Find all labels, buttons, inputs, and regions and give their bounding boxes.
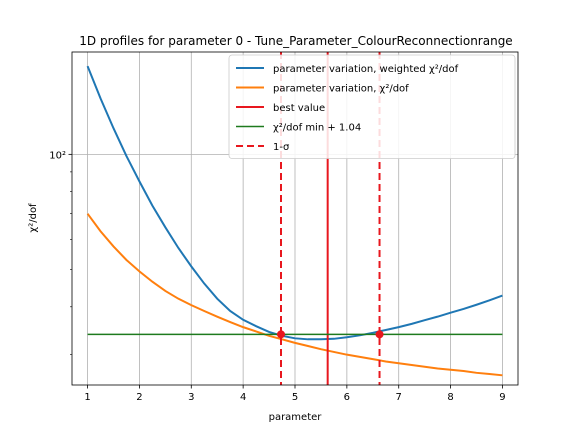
legend: parameter variation, weighted χ²/dof para… — [228, 54, 516, 159]
chart-title: 1D profiles for parameter 0 - Tune_Param… — [79, 34, 512, 48]
legend-label: χ²/dof min + 1.04 — [273, 123, 361, 134]
series-line — [86, 213, 503, 377]
x-tick-label: 2 — [136, 392, 142, 403]
x-tick-label: 8 — [447, 392, 453, 403]
x-tick-label: 6 — [344, 392, 350, 403]
sigma-marker — [276, 330, 285, 339]
plot-series — [86, 52, 503, 385]
series-line — [86, 65, 503, 341]
legend-label: parameter variation, weighted χ²/dof — [273, 64, 459, 75]
y-axis-label: χ²/dof — [28, 203, 39, 233]
legend-label: best value — [273, 103, 325, 114]
x-tick-label: 1 — [84, 392, 90, 403]
sigma-marker — [375, 330, 384, 339]
y-tick-label: 10² — [49, 150, 66, 161]
x-tick-label: 4 — [240, 392, 246, 403]
legend-label: parameter variation, χ²/dof — [273, 84, 409, 95]
legend-label: 1-σ — [273, 142, 290, 153]
legend-box — [228, 54, 516, 159]
axes: 1 2 3 4 5 6 7 8 9 10² — [49, 150, 505, 403]
x-tick-label: 7 — [396, 392, 402, 403]
plot-area — [86, 52, 503, 385]
x-axis-label: parameter — [269, 412, 323, 423]
x-tick-label: 5 — [292, 392, 298, 403]
x-tick-label: 9 — [499, 392, 505, 403]
x-tick-label: 3 — [188, 392, 194, 403]
